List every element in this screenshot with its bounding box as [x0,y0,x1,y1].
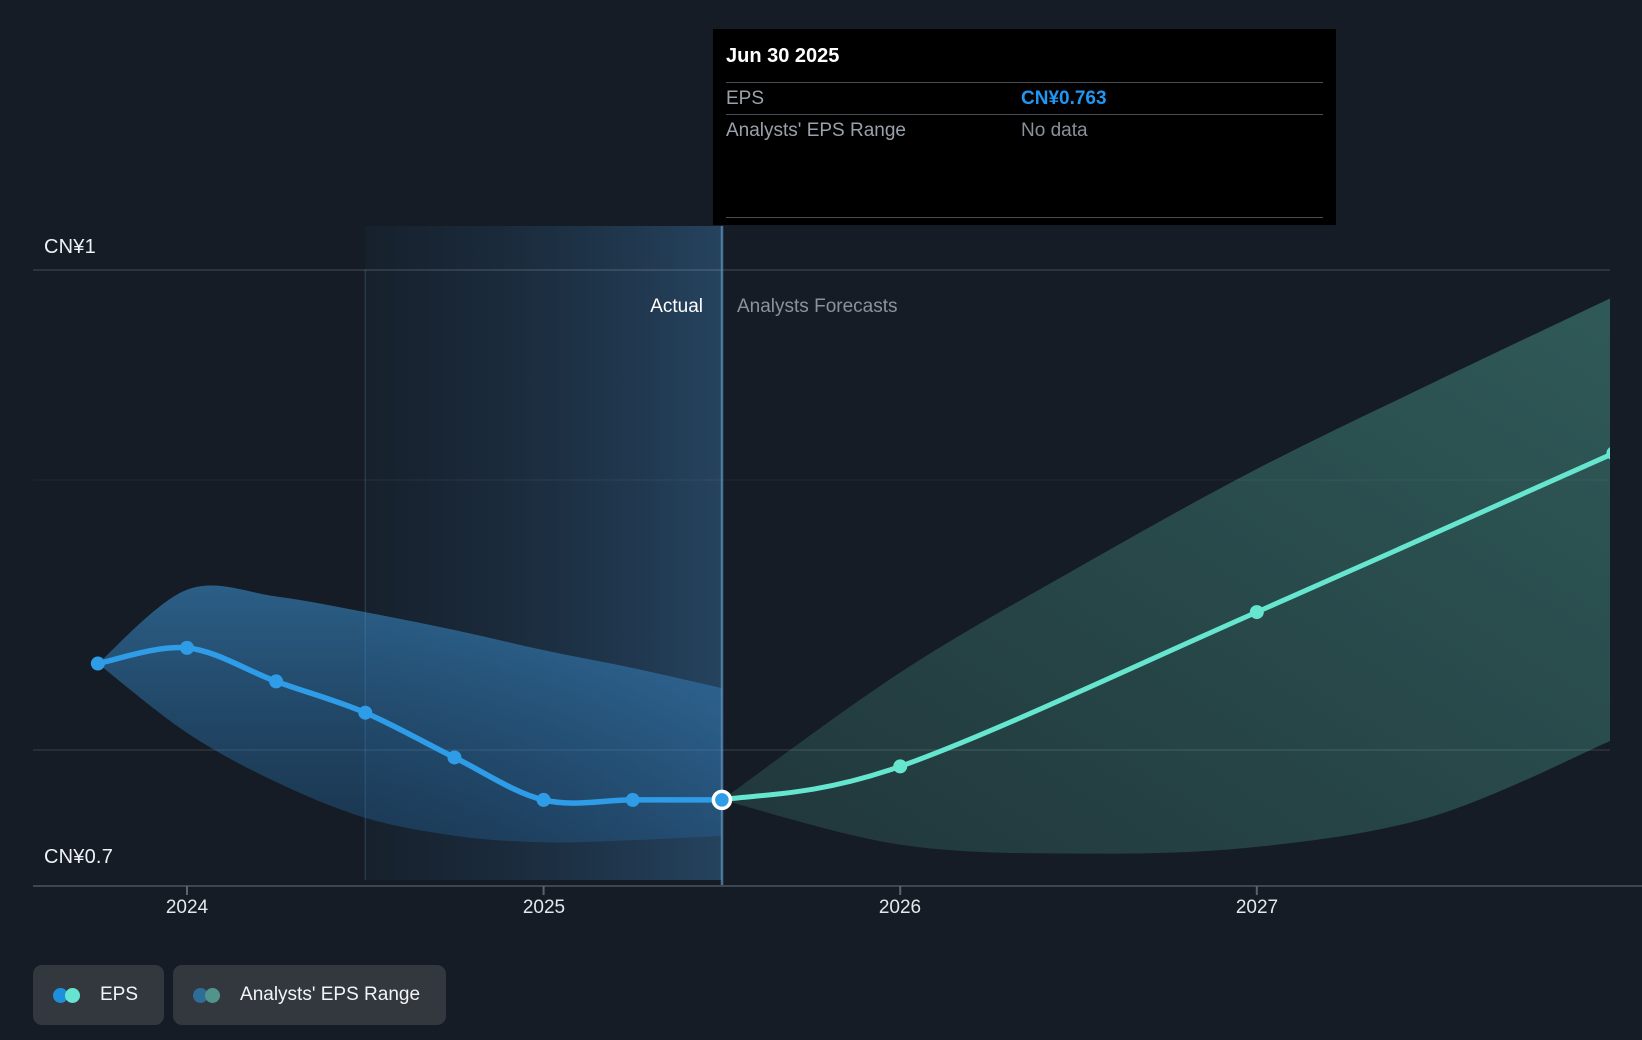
range-legend-dot-blue [193,987,209,1003]
tooltip-range-value: No data [1021,119,1088,141]
tooltip-date: Jun 30 2025 [726,45,840,67]
legend-item-analysts-eps-range[interactable]: Analysts' EPS Range [173,965,447,1025]
eps-data-point[interactable] [536,792,551,807]
forecast-section-label: Analysts Forecasts [737,296,898,317]
selected-data-point[interactable] [711,789,733,811]
x-tick-2027: 2027 [1235,897,1279,918]
actual-eps-range-band [97,585,722,843]
legend-item-label: Analysts' EPS Range [240,984,421,1005]
range-legend-dot-teal [205,987,221,1003]
eps-data-point[interactable] [447,750,462,765]
x-axis [33,885,1642,895]
tooltip-spacer [713,146,1336,217]
eps-data-points [90,640,640,807]
y-axis-top-label: CN¥1 [44,236,96,258]
y-axis-bottom-label: CN¥0.7 [44,846,114,868]
tooltip-range-label: Analysts' EPS Range [726,119,906,141]
forecast-data-point[interactable] [1249,605,1264,620]
hover-tooltip: Jun 30 2025 EPS CN¥0.763 Analysts' EPS R… [713,29,1336,225]
eps-data-point[interactable] [90,656,105,671]
tooltip-eps-label: EPS [726,87,765,109]
x-tick-2025: 2025 [522,897,566,918]
legend-item-eps[interactable]: EPS [33,965,165,1025]
x-tick-2026: 2026 [878,897,922,918]
actual-section-label: Actual [650,296,703,317]
eps-data-point[interactable] [269,674,284,689]
forecast-data-points [893,446,1620,774]
eps-legend-dot-teal [65,987,80,1003]
forecast-data-point[interactable] [1606,446,1620,460]
tooltip-row-eps: EPS CN¥0.763 [726,82,1323,114]
forecast-eps-range-band [721,298,1610,854]
tooltip-row-range: Analysts' EPS Range No data [726,114,1323,146]
tooltip-footer-divider [726,217,1323,225]
chart-legend: EPS Analysts' EPS Range [33,965,447,1025]
legend-item-label: EPS [100,984,139,1005]
x-tick-2024: 2024 [165,897,209,918]
tooltip-eps-value: CN¥0.763 [1021,87,1107,109]
forecast-data-point[interactable] [893,759,908,774]
eps-data-point[interactable] [180,640,194,655]
eps-legend-dot-blue [53,987,68,1003]
forecast-line [719,452,1610,803]
eps-line [95,644,725,806]
eps-data-point[interactable] [625,792,640,807]
eps-data-point[interactable] [358,705,373,720]
